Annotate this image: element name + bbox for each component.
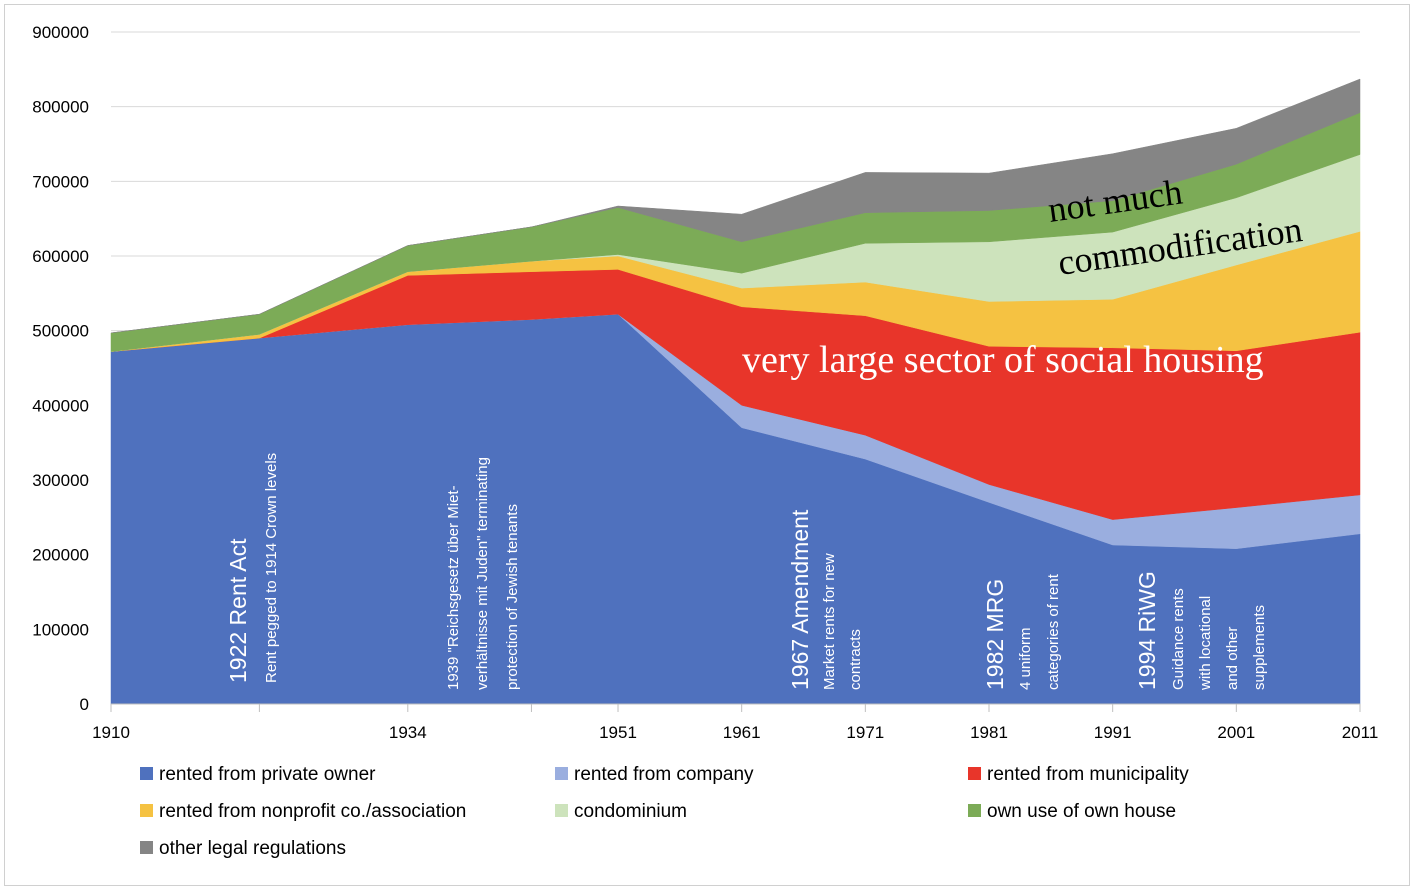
y-tick-label: 200000: [32, 546, 89, 565]
x-tick-label: 2001: [1217, 723, 1255, 742]
annotation-1967-line: contracts: [847, 629, 864, 690]
y-tick-label: 300000: [32, 471, 89, 490]
legend-label: rented from company: [574, 764, 754, 785]
annotation-1994-line: supplements: [1251, 605, 1268, 690]
legend-label: rented from nonprofit co./association: [159, 801, 466, 822]
legend-label: rented from municipality: [987, 764, 1189, 785]
legend-label: other legal regulations: [159, 838, 346, 859]
area-other-legal-regulations: [110, 78, 1361, 334]
annotation-1967-title: 1967 Amendment: [787, 509, 813, 690]
annotation-1939-line: verhältnisse mit Juden" terminating: [474, 457, 491, 690]
annotation-1994-line: with locational: [1197, 596, 1214, 691]
annotation-1982-line: categories of rent: [1045, 573, 1062, 690]
annotation-1922-title: 1922 Rent Act: [225, 538, 251, 683]
annotation-1994-title: 1994 RiWG: [1134, 571, 1160, 690]
y-tick-label: 100000: [32, 620, 89, 639]
legend-swatch: [140, 767, 153, 780]
y-tick-label: 0: [80, 695, 89, 714]
chart-frame: [4, 4, 1410, 886]
annotation-1982-title: 1982 MRG: [982, 579, 1008, 690]
x-tick-label: 1910: [92, 723, 130, 742]
legend-swatch: [140, 841, 153, 854]
y-tick-label: 700000: [32, 172, 89, 191]
x-tick-label: 1981: [970, 723, 1008, 742]
x-tick-label: 1934: [389, 723, 427, 742]
legend-swatch: [555, 804, 568, 817]
x-tick-label: 1971: [846, 723, 884, 742]
legend-label: rented from private owner: [159, 764, 376, 785]
annotation-1939-line: 1939 "Reichsgesetz über Miet-: [445, 485, 462, 690]
area-series: [110, 78, 1361, 705]
legend-swatch: [555, 767, 568, 780]
legend-label: own use of own house: [987, 801, 1176, 822]
y-tick-label: 500000: [32, 322, 89, 341]
legend-label: condominium: [574, 801, 687, 822]
y-axis: 0 100000 200000 300000 400000 500000 600000 700…: [32, 23, 89, 714]
annotations: 1922 Rent Act Rent pegged to 1914 Crown l…: [225, 172, 1305, 691]
annotation-1994-line: Guidance rents: [1170, 588, 1187, 690]
legend-swatch: [968, 767, 981, 780]
social-housing-callout: very large sector of social housing: [742, 339, 1264, 381]
x-tick-label: 2011: [1342, 723, 1379, 742]
y-tick-label: 800000: [32, 98, 89, 117]
y-tick-label: 400000: [32, 396, 89, 415]
legend: rented from private owner rented from com…: [140, 764, 1189, 859]
annotation-1922-text: Rent pegged to 1914 Crown levels: [263, 453, 280, 683]
y-tick-label: 900000: [32, 23, 89, 42]
x-tick-label: 1951: [599, 723, 637, 742]
annotation-1939-line: protection of Jewish tenants: [504, 504, 521, 690]
annotation-1967-line: Market rents for new: [821, 553, 838, 690]
x-tick-label: 1961: [723, 723, 761, 742]
annotation-1982-line: 4 uniform: [1017, 627, 1034, 690]
legend-swatch: [968, 804, 981, 817]
y-tick-label: 600000: [32, 247, 89, 266]
x-axis: 1910 1934 1951 1961 1971 1981 1991 2001 2011: [92, 703, 1379, 742]
annotation-1994-line: and other: [1224, 627, 1241, 690]
legend-swatch: [140, 804, 153, 817]
x-tick-label: 1991: [1094, 723, 1132, 742]
